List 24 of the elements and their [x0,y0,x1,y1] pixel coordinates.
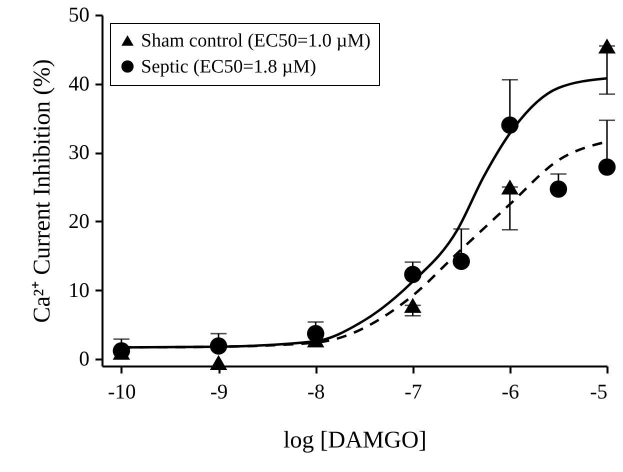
y-axis-title: Ca²⁺ Current Inhibition (%) [30,59,56,323]
x-axis-title: log [DAMGO] [283,428,427,454]
y-tick-label: 20 [68,208,90,233]
legend-label: Septic (EC50=1.8 µM) [141,56,316,78]
legend-label: Sham control (EC50=1.0 µM) [141,30,371,52]
point [598,38,616,54]
point [210,355,228,370]
y-tick-label: 40 [68,71,90,96]
x-tick-label: -5 [590,380,608,404]
y-tick-label: 0 [79,346,90,371]
x-tick-label: -9 [210,380,228,404]
point [306,325,324,342]
point [404,298,422,313]
y-tick-label: 30 [68,140,90,164]
y-tick-label: 10 [68,278,90,302]
point [452,252,470,270]
point [501,180,519,195]
y-tick-label: 50 [68,2,90,26]
x-tick-label: -8 [307,380,325,404]
x-tick-label: -10 [108,380,136,404]
x-tick-label: -7 [404,380,422,404]
x-tick-label: -6 [502,380,520,404]
point [550,180,568,198]
point [598,158,616,176]
